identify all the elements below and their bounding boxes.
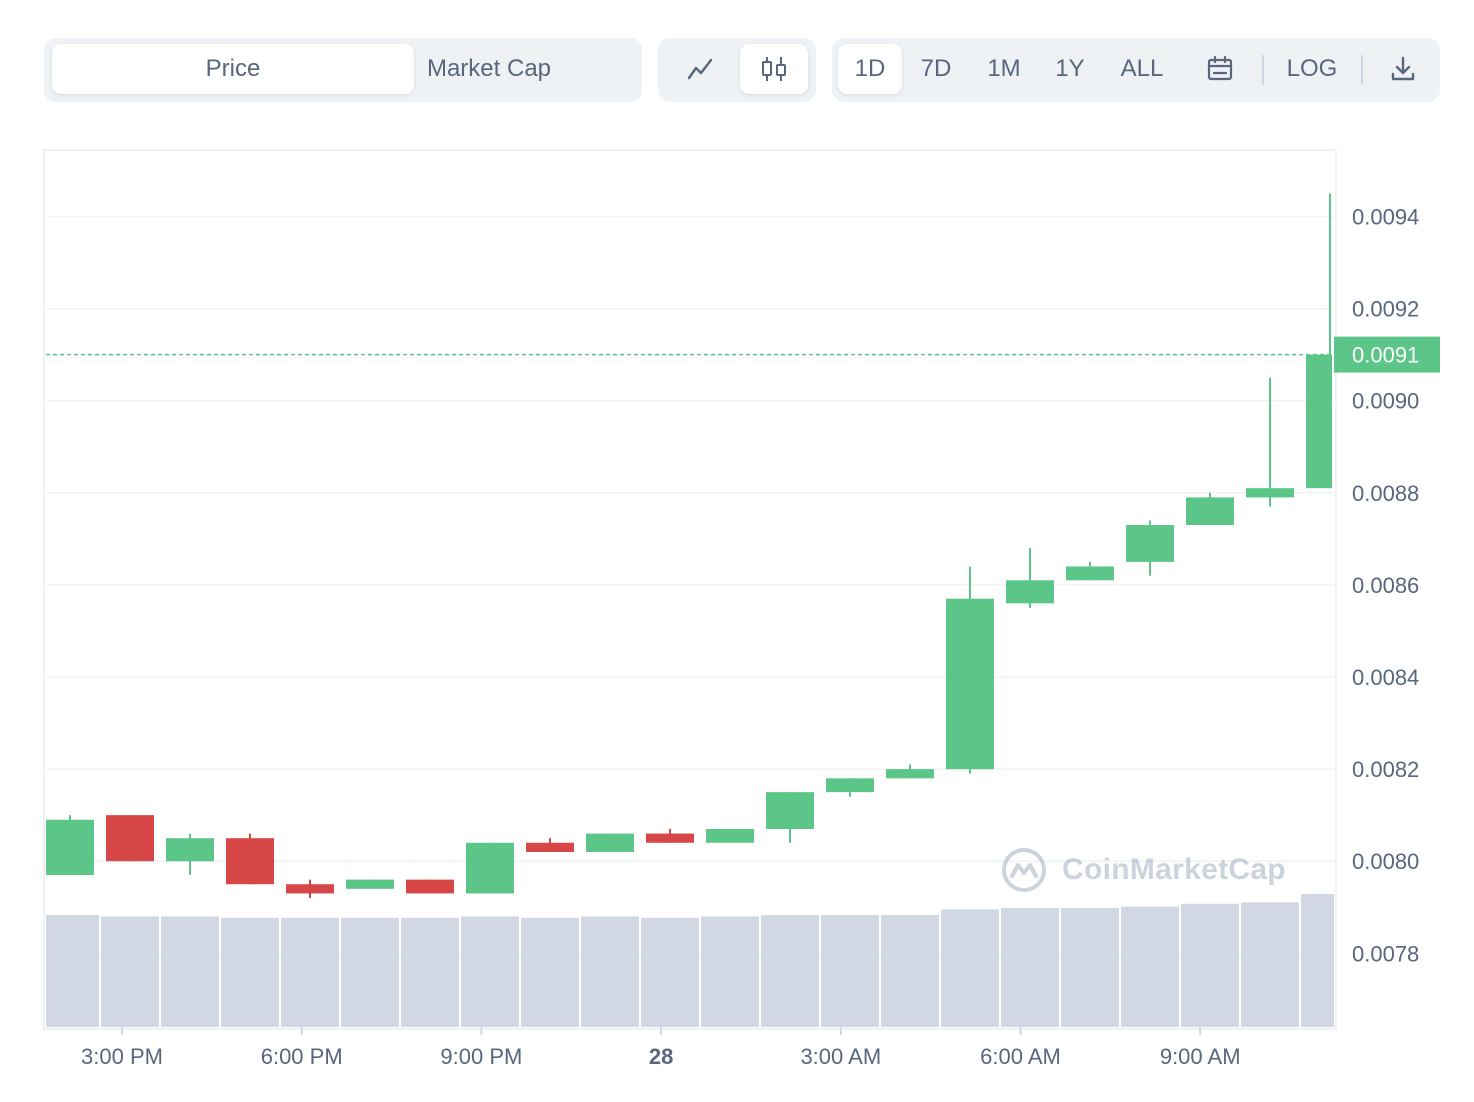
candle-body bbox=[46, 819, 94, 876]
candle-body bbox=[586, 833, 634, 852]
candle-body bbox=[1066, 566, 1114, 581]
volume-bar bbox=[1121, 906, 1179, 1027]
volume-bar bbox=[1001, 908, 1059, 1027]
y-tick-label: 0.0090 bbox=[1352, 389, 1419, 414]
x-tick-label: 28 bbox=[649, 1044, 673, 1069]
volume-bar bbox=[941, 909, 999, 1027]
log-scale-button[interactable]: LOG bbox=[1286, 55, 1338, 82]
volume-bar bbox=[461, 916, 519, 1027]
volume-bar bbox=[761, 915, 819, 1027]
candle-body bbox=[766, 792, 814, 829]
range-7d-button[interactable]: 7D bbox=[920, 55, 952, 82]
line-chart-icon bbox=[687, 58, 713, 80]
tab-market-cap[interactable]: Market Cap bbox=[426, 55, 552, 82]
volume-bar bbox=[581, 916, 639, 1027]
candle-body bbox=[1186, 497, 1234, 526]
toolbar-divider bbox=[1361, 55, 1363, 85]
x-tick-label: 3:00 AM bbox=[800, 1044, 881, 1069]
candle-body bbox=[226, 838, 274, 885]
volume-bar bbox=[701, 916, 759, 1027]
candle-body bbox=[646, 833, 694, 843]
coinmarketcap-logo-icon bbox=[1002, 848, 1046, 892]
watermark-text: CoinMarketCap bbox=[1062, 853, 1286, 886]
plot-frame bbox=[43, 149, 1337, 1030]
volume-bar bbox=[1061, 908, 1119, 1027]
volume-bar bbox=[1241, 902, 1299, 1027]
candlestick-icon bbox=[762, 57, 786, 81]
candle-body bbox=[346, 879, 394, 889]
volume-bar bbox=[881, 915, 939, 1027]
candle-body bbox=[886, 769, 934, 779]
candle-body bbox=[706, 828, 754, 843]
metric-toggle-group: Price Market Cap bbox=[44, 38, 642, 102]
x-tick-label: 6:00 PM bbox=[261, 1044, 343, 1069]
y-tick-label: 0.0078 bbox=[1352, 941, 1419, 966]
candle-body bbox=[1306, 354, 1332, 489]
x-tick-label: 6:00 AM bbox=[980, 1044, 1061, 1069]
candle-body bbox=[826, 778, 874, 793]
x-tick-label: 9:00 PM bbox=[440, 1044, 522, 1069]
volume-bar bbox=[1181, 903, 1239, 1027]
line-chart-button[interactable] bbox=[666, 44, 734, 94]
y-tick-label: 0.0084 bbox=[1352, 665, 1419, 690]
candle-body bbox=[106, 815, 154, 862]
candle-body bbox=[406, 879, 454, 894]
y-tick-label: 0.0094 bbox=[1352, 204, 1419, 229]
download-button[interactable] bbox=[1372, 44, 1434, 94]
candle-body bbox=[1006, 580, 1054, 604]
y-tick-label: 0.0086 bbox=[1352, 573, 1419, 598]
candle-body bbox=[466, 842, 514, 894]
volume-bar bbox=[1301, 894, 1334, 1027]
range-all-button[interactable]: ALL bbox=[1120, 55, 1164, 82]
y-tick-label: 0.0092 bbox=[1352, 297, 1419, 322]
range-1m-button[interactable]: 1M bbox=[987, 55, 1021, 82]
download-icon bbox=[1391, 56, 1415, 81]
volume-bar bbox=[101, 916, 159, 1027]
y-tick-label: 0.0080 bbox=[1352, 849, 1419, 874]
candle-body bbox=[946, 598, 994, 770]
calendar-icon bbox=[1207, 55, 1233, 81]
x-tick-label: 3:00 PM bbox=[81, 1044, 163, 1069]
time-range-group: 1D 7D 1M 1Y ALL LOG bbox=[832, 38, 1440, 102]
current-price-label: 0.0091 bbox=[1352, 343, 1419, 368]
range-1d-button[interactable]: 1D bbox=[838, 44, 902, 94]
y-tick-label: 0.0088 bbox=[1352, 481, 1419, 506]
candle-body bbox=[526, 842, 574, 852]
volume-bar bbox=[401, 917, 459, 1027]
calendar-button[interactable] bbox=[1188, 44, 1252, 94]
volume-bar bbox=[521, 917, 579, 1027]
candle-body bbox=[1246, 488, 1294, 498]
volume-bar bbox=[341, 917, 399, 1027]
volume-bar bbox=[281, 917, 339, 1027]
volume-bar bbox=[821, 915, 879, 1027]
chart-type-toggle-group bbox=[658, 38, 816, 102]
x-tick-label: 9:00 AM bbox=[1160, 1044, 1241, 1069]
y-tick-label: 0.0082 bbox=[1352, 757, 1419, 782]
candle-body bbox=[1126, 525, 1174, 562]
coinmarketcap-watermark: CoinMarketCap bbox=[1000, 846, 1286, 894]
candlestick-chart-button[interactable] bbox=[740, 44, 808, 94]
volume-bar bbox=[161, 916, 219, 1027]
candle-body bbox=[286, 884, 334, 894]
range-1y-button[interactable]: 1Y bbox=[1055, 55, 1085, 82]
tab-price[interactable]: Price bbox=[52, 44, 414, 94]
candle-body bbox=[166, 838, 214, 862]
volume-bar bbox=[46, 915, 99, 1027]
volume-bar bbox=[641, 917, 699, 1027]
current-price-badge bbox=[1334, 336, 1440, 373]
volume-bar bbox=[221, 917, 279, 1027]
toolbar-divider bbox=[1262, 55, 1264, 85]
